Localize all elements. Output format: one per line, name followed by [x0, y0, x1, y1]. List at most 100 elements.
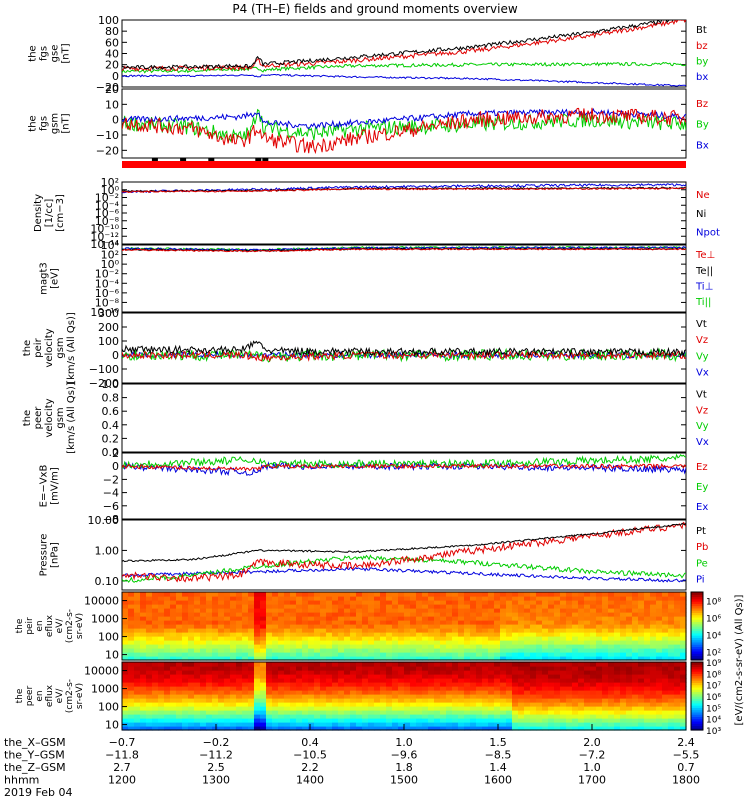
spectrogram-cell: [332, 644, 339, 649]
spectrogram-cell: [536, 600, 543, 605]
spectrogram-cell: [410, 620, 417, 625]
spectrogram-cell: [512, 616, 519, 621]
spectrogram-cell: [680, 662, 687, 667]
spectrogram-cell: [566, 592, 573, 597]
spectrogram-cell: [218, 698, 225, 703]
spectrogram-cell: [320, 652, 327, 657]
spectrogram-cell: [278, 624, 285, 629]
spectrogram-cell: [206, 710, 213, 715]
spectrogram-cell: [368, 702, 375, 707]
spectrogram-cell: [506, 670, 513, 675]
spectrogram-cell: [326, 722, 333, 727]
spectrogram-cell: [596, 722, 603, 727]
spectrogram-cell: [434, 604, 441, 609]
spectrogram-cell: [290, 604, 297, 609]
spectrogram-cell: [320, 666, 327, 671]
spectrogram-cell: [278, 706, 285, 711]
spectrogram-cell: [206, 714, 213, 719]
spectrogram-cell: [332, 656, 339, 661]
spectrogram-cell: [140, 656, 147, 661]
spectrogram-cell: [362, 640, 369, 645]
spectrogram-cell: [338, 718, 345, 723]
spectrogram-cell: [416, 726, 423, 731]
spectrogram-cell: [650, 682, 657, 687]
spectrogram-cell: [422, 678, 429, 683]
spectrogram-cell: [638, 674, 645, 679]
spectrogram-cell: [194, 710, 201, 715]
spectrogram-cell: [182, 670, 189, 675]
spectrogram-cell: [608, 596, 615, 601]
spectrogram-cell: [620, 648, 627, 653]
spectrogram-cell: [242, 678, 249, 683]
spectrogram-cell: [512, 686, 519, 691]
spectrogram-cell: [446, 666, 453, 671]
spectrogram-cell: [212, 666, 219, 671]
spectrogram-cell: [260, 620, 267, 625]
spectrogram-cell: [404, 604, 411, 609]
spectrogram-cell: [476, 656, 483, 661]
spectrogram-cell: [440, 690, 447, 695]
spectrogram-cell: [620, 656, 627, 661]
spectrogram-cell: [584, 652, 591, 657]
spectrogram-cell: [644, 608, 651, 613]
spectrogram-cell: [212, 592, 219, 597]
spectrogram-cell: [170, 702, 177, 707]
spectrogram-cell: [158, 690, 165, 695]
spectrogram-cell: [470, 596, 477, 601]
y-tick-label: 10²: [101, 176, 119, 189]
y-tick-label: 100: [98, 335, 119, 348]
spectrogram-cell: [224, 670, 231, 675]
spectrogram-cell: [374, 640, 381, 645]
spectrogram-cell: [122, 662, 129, 667]
spectrogram-cell: [128, 592, 135, 597]
spectrogram-cell: [554, 678, 561, 683]
spectrogram-cell: [170, 686, 177, 691]
spectrogram-cell: [176, 694, 183, 699]
spectrogram-cell: [500, 604, 507, 609]
spectrogram-cell: [596, 640, 603, 645]
spectrogram-cell: [224, 666, 231, 671]
spectrogram-cell: [488, 624, 495, 629]
spectrogram-cell: [212, 640, 219, 645]
spectrogram-cell: [548, 714, 555, 719]
spectrogram-cell: [164, 624, 171, 629]
spectrogram-cell: [674, 702, 681, 707]
spectrogram-cell: [440, 674, 447, 679]
spectrogram-cell: [320, 596, 327, 601]
spectrogram-cell: [644, 628, 651, 633]
spectrogram-cell: [254, 690, 261, 695]
spectrogram-cell: [644, 722, 651, 727]
spectrogram-cell: [146, 682, 153, 687]
spectrogram-cell: [134, 694, 141, 699]
spectrogram-cell: [416, 690, 423, 695]
spectrogram-cell: [332, 706, 339, 711]
spectrogram-cell: [518, 624, 525, 629]
spectrogram-cell: [578, 726, 585, 731]
spectrogram-cell: [152, 656, 159, 661]
spectrogram-cell: [302, 648, 309, 653]
spectrogram-cell: [368, 722, 375, 727]
spectrogram-cell: [284, 714, 291, 719]
spectrogram-cell: [488, 662, 495, 667]
spectrogram-cell: [506, 640, 513, 645]
spectrogram-cell: [236, 636, 243, 641]
spectrogram-cell: [542, 632, 549, 637]
spectrogram-cell: [506, 632, 513, 637]
spectrogram-cell: [146, 628, 153, 633]
spectrogram-cell: [434, 682, 441, 687]
spectrogram-cell: [542, 628, 549, 633]
spectrogram-cell: [362, 624, 369, 629]
spectrogram-cell: [242, 670, 249, 675]
spectrogram-cell: [344, 636, 351, 641]
spectrogram-cell: [344, 714, 351, 719]
spectrogram-cell: [578, 600, 585, 605]
spectrogram-cell: [584, 666, 591, 671]
spectrogram-cell: [596, 694, 603, 699]
spectrogram-cell: [566, 612, 573, 617]
spectrogram-cell: [350, 682, 357, 687]
spectrogram-cell: [194, 702, 201, 707]
spectrogram-cell: [254, 726, 261, 731]
spectrogram-cell: [374, 592, 381, 597]
spectrogram-cell: [572, 616, 579, 621]
spectrogram-cell: [464, 648, 471, 653]
